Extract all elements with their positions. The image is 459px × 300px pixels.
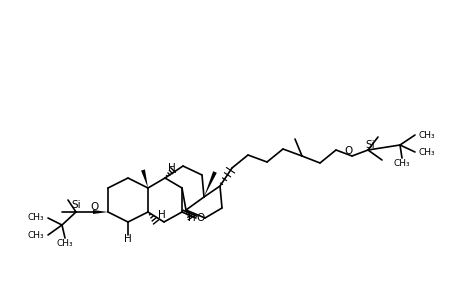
Text: Si: Si <box>364 140 374 150</box>
Text: CH₃: CH₃ <box>28 230 44 239</box>
Text: H: H <box>168 163 175 173</box>
Text: H: H <box>158 210 166 220</box>
Text: CH₃: CH₃ <box>418 148 435 157</box>
Text: O: O <box>196 213 205 223</box>
Text: O: O <box>91 202 99 212</box>
Text: CH₃: CH₃ <box>56 238 73 247</box>
Text: Si: Si <box>71 200 81 210</box>
Text: O: O <box>344 146 353 156</box>
Text: CH₃: CH₃ <box>28 214 44 223</box>
Polygon shape <box>141 169 148 188</box>
Text: H: H <box>124 234 132 244</box>
Text: CH₃: CH₃ <box>393 158 409 167</box>
Polygon shape <box>93 210 108 214</box>
Text: CH₃: CH₃ <box>418 130 435 140</box>
Polygon shape <box>203 171 216 197</box>
Text: H: H <box>188 213 196 223</box>
